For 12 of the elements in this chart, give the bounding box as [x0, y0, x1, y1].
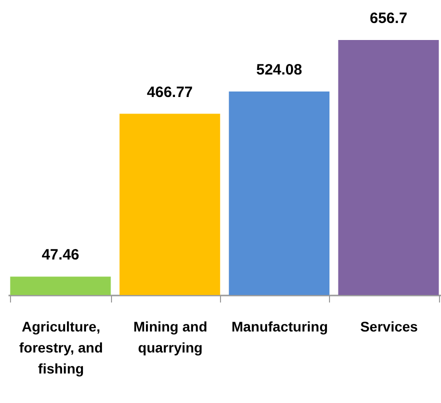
data-label: 524.08: [256, 61, 302, 78]
data-label: 656.7: [370, 10, 408, 27]
data-label: 466.77: [146, 84, 193, 101]
bar: [338, 40, 439, 295]
x-tick-label: Mining and quarrying: [133, 318, 208, 356]
data-label: 47.46: [42, 246, 80, 264]
bar: [10, 276, 111, 295]
x-tick-label: Services: [360, 318, 418, 334]
bar: [120, 114, 220, 295]
x-tick-label: Manufacturing: [231, 318, 328, 334]
x-tick-label: Agriculture, forestry, and fishing: [19, 318, 103, 376]
bar: [228, 91, 330, 295]
